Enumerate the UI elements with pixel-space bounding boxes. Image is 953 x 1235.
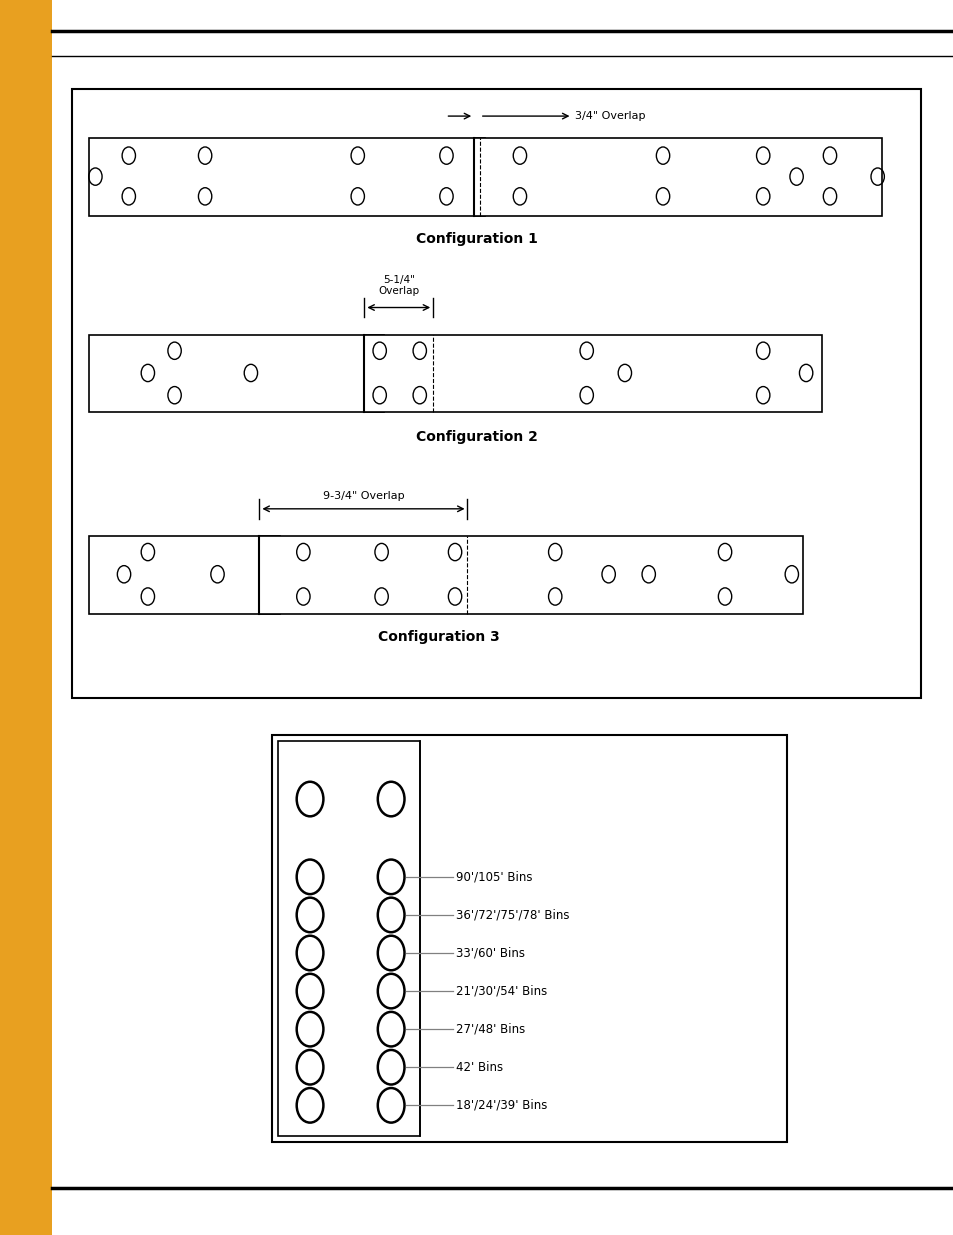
Text: 33'/60' Bins: 33'/60' Bins [456, 946, 524, 960]
Text: 42' Bins: 42' Bins [456, 1061, 502, 1073]
Text: 36'/72'/75'/78' Bins: 36'/72'/75'/78' Bins [456, 909, 569, 921]
Text: Configuration 2: Configuration 2 [416, 430, 537, 443]
Bar [89, 138, 484, 216]
Bar [89, 335, 384, 412]
Text: 3/4" Overlap: 3/4" Overlap [575, 111, 645, 121]
Text: 18'/24'/39' Bins: 18'/24'/39' Bins [456, 1099, 547, 1112]
Text: 9-3/4" Overlap: 9-3/4" Overlap [322, 492, 404, 501]
Bar [474, 138, 882, 216]
Bar [259, 536, 802, 614]
Bar [0, 0, 52, 1235]
Bar [277, 741, 419, 1136]
Text: Configuration 1: Configuration 1 [416, 232, 537, 246]
Text: 90'/105' Bins: 90'/105' Bins [456, 871, 532, 883]
Text: 21'/30'/54' Bins: 21'/30'/54' Bins [456, 984, 547, 998]
Text: 27'/48' Bins: 27'/48' Bins [456, 1023, 525, 1036]
Bar [89, 536, 279, 614]
Bar [71, 89, 920, 698]
Bar [364, 335, 821, 412]
Bar [272, 735, 786, 1142]
Text: Configuration 3: Configuration 3 [377, 630, 499, 643]
Text: 5-1/4"
Overlap: 5-1/4" Overlap [377, 275, 419, 296]
